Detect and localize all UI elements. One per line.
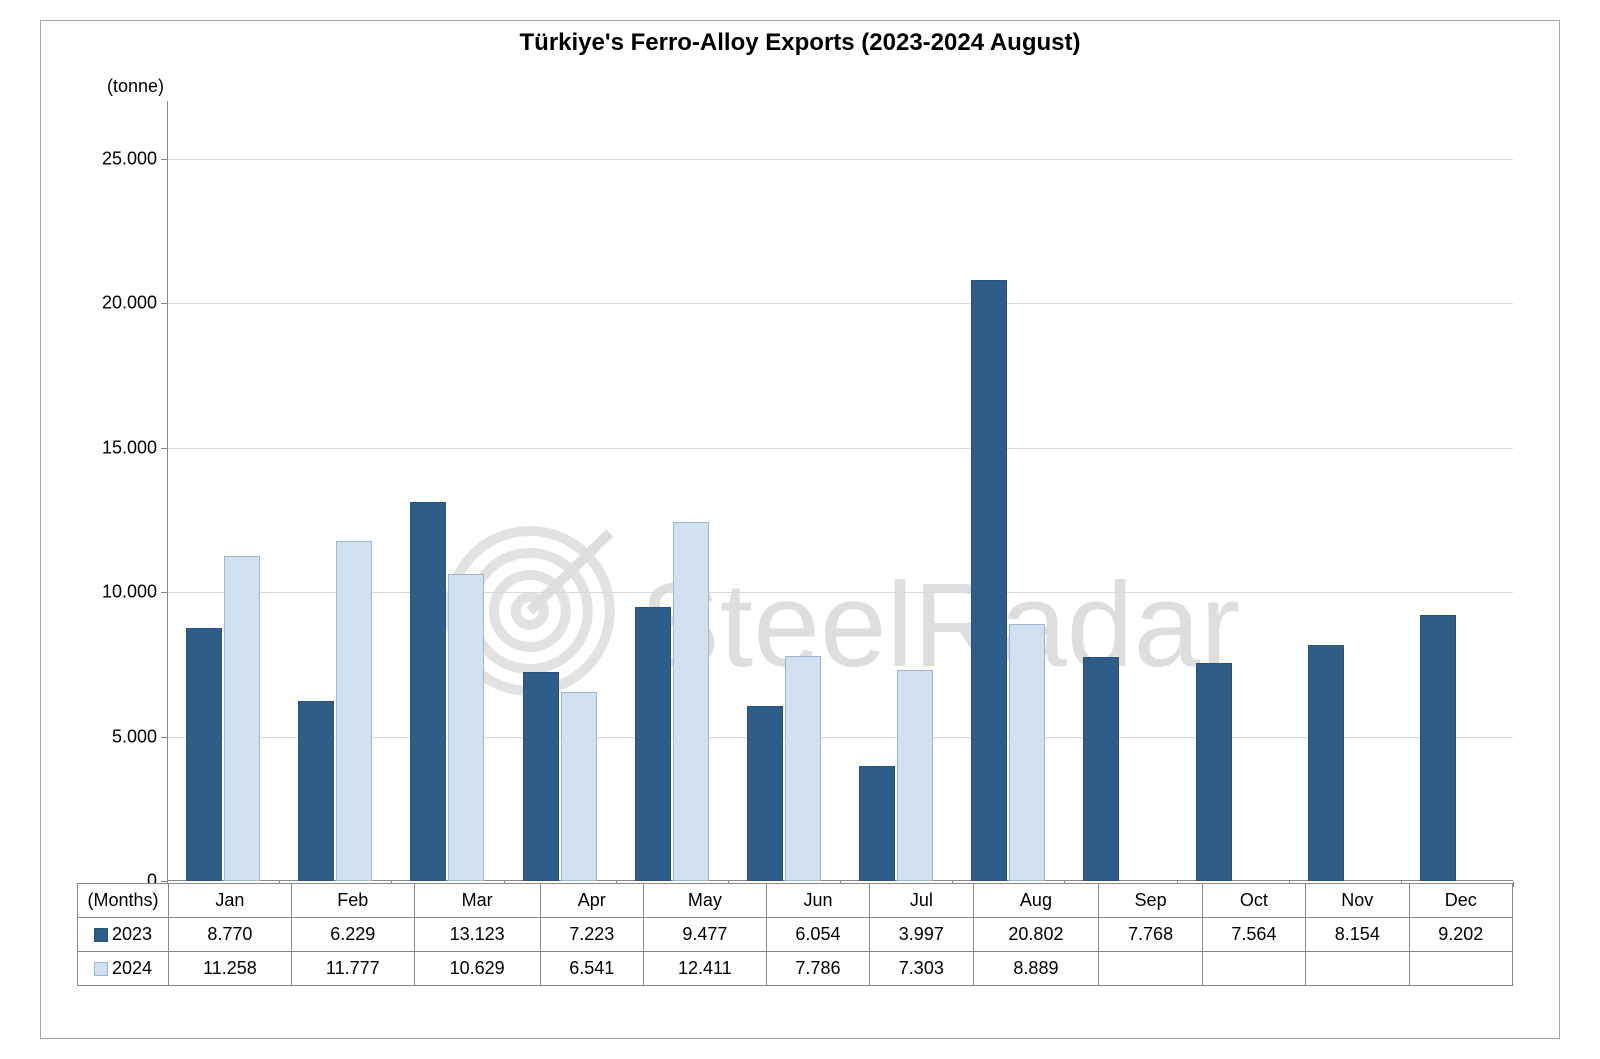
data-cell: 7.768 [1099,918,1202,952]
data-cell: 8.770 [169,918,292,952]
y-tick-label: 5.000 [112,726,167,747]
table-row: 2024 11.25811.77710.6296.54112.4117.7867.… [78,952,1513,986]
bar-2023-sep [1083,657,1119,881]
data-cell: 7.564 [1202,918,1305,952]
y-tick-label: 25.000 [102,148,167,169]
data-cell: 8.889 [973,952,1099,986]
table-row: 2023 8.7706.22913.1237.2239.4776.0543.997… [78,918,1513,952]
data-cell: 11.258 [169,952,292,986]
data-cell: 11.777 [291,952,414,986]
month-header: Apr [540,884,643,918]
data-cell: 12.411 [643,952,766,986]
month-header: Aug [973,884,1099,918]
data-table: (Months)JanFebMarAprMayJunJulAugSepOctNo… [77,883,1513,986]
bar-2023-feb [298,701,334,881]
chart-frame: Türkiye's Ferro-Alloy Exports (2023-2024… [40,20,1560,1039]
data-cell: 9.202 [1409,918,1513,952]
bars-container [167,101,1513,881]
bar-2024-jun [785,656,821,881]
x-axis-unit-label: (Months) [78,884,169,918]
data-cell: 6.054 [766,918,869,952]
data-cell: 13.123 [414,918,540,952]
x-tickmark [1513,881,1514,887]
month-header: Dec [1409,884,1513,918]
month-header: Jul [870,884,973,918]
bar-2024-apr [561,692,597,881]
legend-swatch-icon [94,928,108,942]
y-tick-label: 20.000 [102,293,167,314]
month-header: Mar [414,884,540,918]
data-cell: 7.303 [870,952,973,986]
month-header: Oct [1202,884,1305,918]
bar-2023-jan [186,628,222,881]
bar-2024-may [673,522,709,881]
y-axis-unit-label: (tonne) [107,76,164,97]
bar-2023-jun [747,706,783,881]
data-cell: 3.997 [870,918,973,952]
data-cell: 7.786 [766,952,869,986]
data-cell: 6.229 [291,918,414,952]
bar-2024-feb [336,541,372,881]
bar-2023-mar [410,502,446,881]
table-row: (Months)JanFebMarAprMayJunJulAugSepOctNo… [78,884,1513,918]
series-name: 2024 [112,958,152,978]
data-cell: 20.802 [973,918,1099,952]
bar-2023-oct [1196,663,1232,882]
bar-2024-aug [1009,624,1045,881]
data-cell: 9.477 [643,918,766,952]
bar-2023-aug [971,280,1007,881]
bar-2024-jan [224,556,260,881]
data-cell [1306,952,1409,986]
bar-2023-nov [1308,645,1344,881]
bar-2023-apr [523,672,559,881]
data-cell: 10.629 [414,952,540,986]
bar-2023-may [635,607,671,881]
y-tick-label: 15.000 [102,437,167,458]
data-cell [1409,952,1513,986]
chart-title: Türkiye's Ferro-Alloy Exports (2023-2024… [41,29,1559,57]
month-header: Sep [1099,884,1202,918]
series-name: 2023 [112,924,152,944]
bar-2023-jul [859,766,895,881]
month-header: Jan [169,884,292,918]
data-cell [1099,952,1202,986]
legend-swatch-icon [94,962,108,976]
month-header: Feb [291,884,414,918]
bar-2024-jul [897,670,933,881]
month-header: Jun [766,884,869,918]
bar-2024-mar [448,574,484,881]
series-label-2024: 2024 [78,952,169,986]
bar-2023-dec [1420,615,1456,881]
y-tick-label: 10.000 [102,582,167,603]
month-header: Nov [1306,884,1409,918]
data-cell: 8.154 [1306,918,1409,952]
data-cell: 7.223 [540,918,643,952]
data-cell: 6.541 [540,952,643,986]
data-cell [1202,952,1305,986]
plot-area: SteelRadar 05.00010.00015.00020.00025.00… [167,101,1513,881]
month-header: May [643,884,766,918]
series-label-2023: 2023 [78,918,169,952]
